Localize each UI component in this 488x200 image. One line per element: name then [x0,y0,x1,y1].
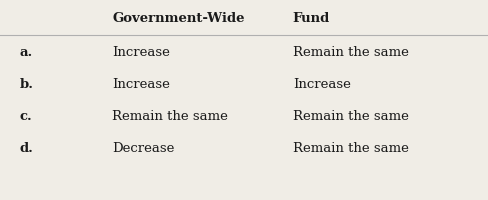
Text: a.: a. [20,46,33,58]
Text: Increase: Increase [112,46,170,58]
Text: d.: d. [20,142,33,154]
Text: Remain the same: Remain the same [112,110,228,122]
Text: c.: c. [20,110,32,122]
Text: Remain the same: Remain the same [293,110,408,122]
Text: Increase: Increase [293,78,351,90]
Text: Increase: Increase [112,78,170,90]
Text: Remain the same: Remain the same [293,46,408,58]
Text: Government-Wide: Government-Wide [112,12,245,24]
Text: Fund: Fund [293,12,330,24]
Text: b.: b. [20,78,34,90]
Text: Remain the same: Remain the same [293,142,408,154]
Text: Decrease: Decrease [112,142,175,154]
